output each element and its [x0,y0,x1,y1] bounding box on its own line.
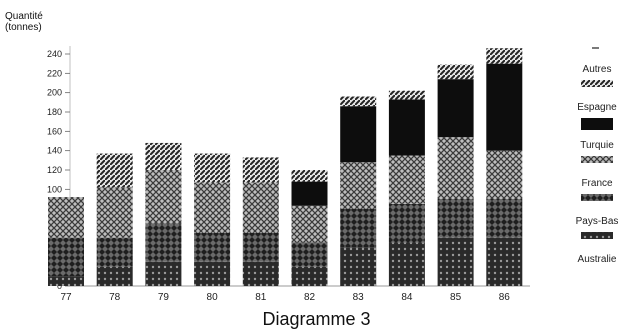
x-tick-label: 79 [158,292,170,303]
bar-france-81 [242,182,279,233]
legend-label-australie: Australie [578,254,617,265]
bar-turquie-84 [388,99,425,156]
y-axis-title: Quantité (tonnes) [5,11,43,33]
bar-espagne-79 [145,142,182,170]
bar-pays-bas-77 [48,237,84,277]
x-tick-label: 81 [255,292,267,303]
x-tick-label: 83 [353,292,365,303]
bar-australie-84 [388,242,425,286]
x-tick-label: 84 [401,292,413,303]
legend-label-france: France [581,178,613,189]
bar-pays-bas-80 [194,232,231,262]
bar-france-85 [437,137,474,199]
y-axis-title-line1: Quantité [5,11,43,22]
legend-label-autres: Autres [583,64,612,75]
bar-australie-78 [96,266,133,286]
y-tick-label: 120 [47,165,62,175]
legend-swatch-france [581,156,613,163]
x-axis-labels: 77 78 79 80 81 82 83 84 85 86 [60,292,510,303]
x-tick-label: 82 [304,292,316,303]
bar-france-77 [48,197,84,238]
bar-pays-bas-81 [242,232,279,262]
x-tick-label: 85 [450,292,462,303]
bar-espagne-86 [486,48,523,64]
bar-france-83 [340,162,377,209]
bar-pays-bas-83 [340,208,377,248]
bar-turquie-83 [340,106,377,163]
bar-turquie-86 [486,63,523,151]
y-tick-label: 140 [47,146,62,156]
y-tick-label: 160 [47,126,62,136]
legend-swatch-pays-bas [581,194,613,201]
bar-pays-bas-82 [291,242,328,267]
bar-pays-bas-79 [145,223,182,262]
legend: Autres Espagne Turquie France Pays-Bas Austra… [576,47,619,265]
bar-espagne-82 [291,170,328,182]
x-tick-label: 78 [109,292,121,303]
x-tick-label: 86 [499,292,511,303]
bar-france-84 [388,155,425,204]
bar-france-80 [194,182,231,233]
bar-espagne-81 [242,157,279,183]
bar-australie-85 [437,237,474,286]
figure-caption: Diagramme 3 [262,309,371,329]
bar-espagne-85 [437,64,474,80]
bar-espagne-84 [388,90,425,100]
bars [48,48,523,286]
bar-france-86 [486,150,523,199]
x-tick-label: 77 [60,292,72,303]
legend-label-espagne: Espagne [577,102,617,113]
legend-label-turquie: Turquie [580,140,614,151]
bar-espagne-83 [340,96,377,107]
y-axis-title-line2: (tonnes) [5,22,42,33]
bar-turquie-82 [291,181,328,206]
legend-swatch-espagne [581,80,613,87]
bar-australie-86 [486,237,523,286]
legend-label-pays-bas: Pays-Bas [576,216,619,227]
bar-pays-bas-78 [96,237,133,267]
bar-france-79 [145,170,182,224]
bar-australie-82 [291,266,328,286]
legend-swatch-turquie [581,118,613,130]
bar-australie-83 [340,247,377,286]
y-tick-label: 100 [47,184,62,194]
y-tick-label: 180 [47,107,62,117]
y-tick-label: 200 [47,88,62,98]
x-tick-label: 80 [207,292,219,303]
bar-pays-bas-85 [437,199,474,238]
bar-pays-bas-86 [486,199,523,238]
y-tick-label: 220 [47,68,62,78]
bar-france-78 [96,187,133,238]
y-tick-label: 240 [47,49,62,59]
stacked-bar-chart: 020406080100120140160180200220240 777879… [47,46,619,303]
bar-espagne-80 [194,153,231,183]
bar-australie-79 [145,261,182,286]
bar-france-82 [291,205,328,243]
bar-australie-77 [48,276,84,286]
bar-pays-bas-84 [388,203,425,243]
legend-swatch-australie [581,232,613,239]
bar-australie-81 [242,261,279,286]
bar-australie-80 [194,261,231,286]
bar-turquie-85 [437,79,474,138]
bar-espagne-78 [96,153,133,188]
